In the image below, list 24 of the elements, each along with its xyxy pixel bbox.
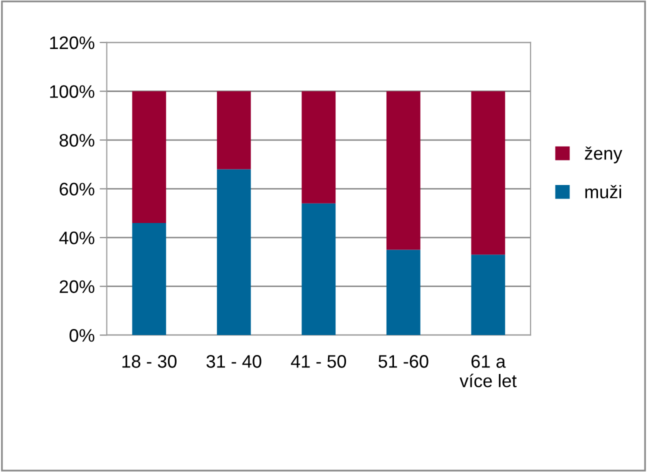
bar (216, 169, 251, 336)
bar (471, 91, 506, 255)
bar (302, 91, 336, 204)
x-tick-label: 31 - 40 (206, 355, 262, 368)
bar (216, 91, 251, 170)
x-tick-label: 51 -60 (378, 355, 428, 368)
bar (302, 203, 336, 336)
x-tick-label: 61 a více let (460, 355, 517, 388)
bar (132, 91, 166, 223)
x-tick-label: 41 - 50 (290, 355, 346, 368)
y-tick-label: 20% (60, 280, 94, 294)
y-tick-label: 120% (50, 36, 94, 50)
y-tick-label: 60% (60, 182, 94, 196)
y-tick-label: 100% (50, 85, 94, 98)
legend-label: muži (585, 185, 622, 198)
legend-label: ženy (584, 146, 622, 164)
bar (132, 222, 166, 336)
y-tick-label: 80% (60, 134, 94, 147)
x-tick-label: 18 - 30 (122, 355, 177, 368)
bar (386, 91, 420, 250)
y-tick-label: 0% (70, 329, 94, 342)
bar (386, 250, 420, 336)
bar (471, 254, 506, 336)
y-tick-label: 40% (59, 232, 94, 244)
